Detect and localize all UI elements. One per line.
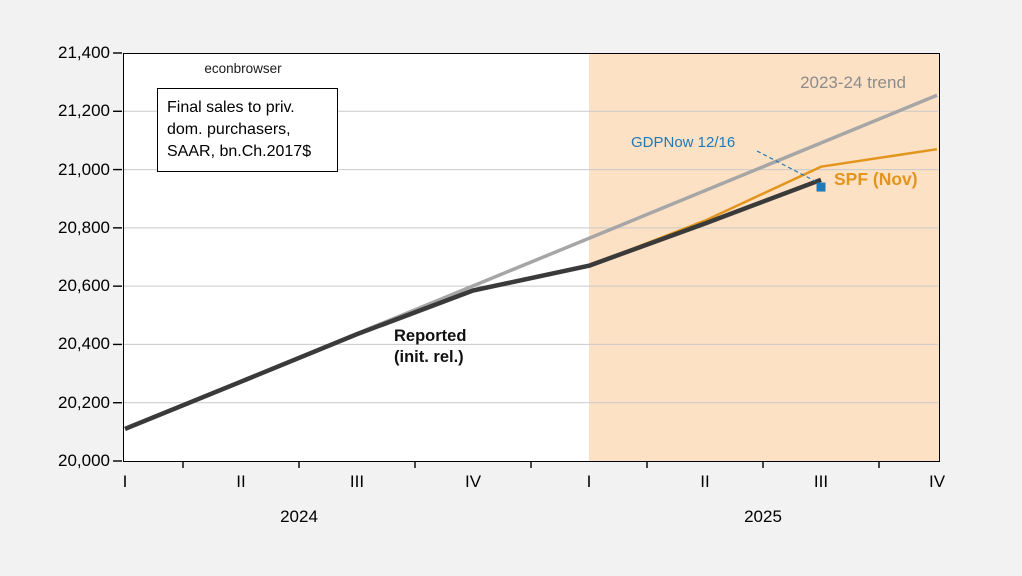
forecast-shaded-region: [589, 54, 939, 461]
x-axis-quarter-label-5: II: [700, 472, 710, 491]
y-axis-label-20400: 20,400: [58, 334, 110, 354]
x-axis-quarter-label-6: III: [813, 472, 829, 491]
series-description-box: Final sales to priv. dom. purchasers, SA…: [157, 88, 338, 173]
gdpnow-label: GDPNow 12/16: [631, 134, 736, 151]
series-description-line3: SAAR, bn.Ch.2017$: [167, 143, 312, 161]
x-axis-quarter-label-4: I: [586, 472, 592, 491]
x-axis-quarter-label-1: II: [236, 472, 246, 491]
reported-label-line2: (init. rel.): [394, 348, 464, 367]
y-axis-label-20600: 20,600: [58, 276, 110, 296]
y-axis-label-20200: 20,200: [58, 392, 110, 412]
y-axis-label-20000: 20,000: [58, 451, 110, 470]
y-axis-label-21200: 21,200: [58, 101, 110, 121]
x-axis-quarter-label-7: IV: [928, 472, 946, 491]
series-description-line1: Final sales to priv.: [167, 99, 295, 116]
x-axis-quarter-label-3: IV: [464, 472, 482, 491]
x-axis-year-2024: 2024: [280, 507, 318, 526]
econbrowser-watermark: econbrowser: [204, 61, 282, 76]
x-axis-year-2025: 2025: [744, 507, 782, 526]
y-axis-label-21400: 21,400: [58, 43, 110, 62]
y-axis-label-21000: 21,000: [58, 159, 110, 179]
reported-label-line1: Reported: [394, 327, 467, 345]
x-axis-quarter-label-0: I: [122, 472, 128, 491]
reported-line-label: Reported (init. rel.): [394, 326, 466, 369]
series-description-line2: dom. purchasers,: [167, 121, 291, 139]
trend-line-label: 2023-24 trend: [800, 73, 906, 92]
y-axis-label-20800: 20,800: [58, 217, 110, 237]
spf-label: SPF (Nov): [834, 169, 918, 189]
x-axis-quarter-label-2: III: [349, 472, 365, 491]
